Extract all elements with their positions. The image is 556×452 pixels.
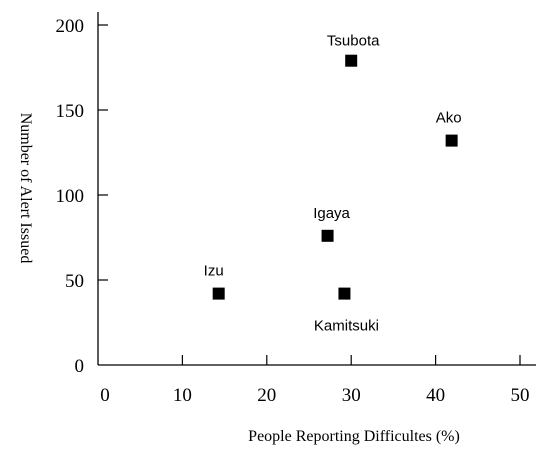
point-marker-kamitsuki xyxy=(338,287,351,300)
x-tick-label: 20 xyxy=(257,385,276,406)
y-ticks: 0 50 100 150 200 xyxy=(56,16,108,377)
y-axis-label: Number of Alert Issued xyxy=(17,113,34,264)
y-tick-label: 50 xyxy=(65,271,84,292)
y-tick-label: 100 xyxy=(56,186,85,207)
x-tick-label: 40 xyxy=(426,385,445,406)
y-tick-label: 150 xyxy=(56,101,85,122)
point-label-ako: Ako xyxy=(436,110,462,127)
y-tick-label: 0 xyxy=(75,356,85,377)
data-points: Izu Kamitsuki Igaya Tsubota Ako xyxy=(204,33,462,335)
point-label-tsubota: Tsubota xyxy=(327,33,380,50)
point-label-kamitsuki: Kamitsuki xyxy=(314,318,379,335)
point-marker-tsubota xyxy=(345,54,358,67)
point-marker-ako xyxy=(445,134,458,147)
point-label-igaya: Igaya xyxy=(313,205,350,222)
x-ticks: 0 10 20 30 40 50 xyxy=(100,355,530,406)
x-tick-label: 10 xyxy=(173,385,192,406)
point-marker-igaya xyxy=(321,229,334,242)
point-marker-izu xyxy=(212,287,225,300)
x-axis-label: People Reporting Difficultes (%) xyxy=(248,428,460,445)
x-tick-label: 50 xyxy=(511,385,530,406)
y-tick-label: 200 xyxy=(56,16,85,37)
x-tick-label: 30 xyxy=(342,385,361,406)
point-label-izu: Izu xyxy=(204,263,224,280)
x-tick-label: 0 xyxy=(100,385,110,406)
